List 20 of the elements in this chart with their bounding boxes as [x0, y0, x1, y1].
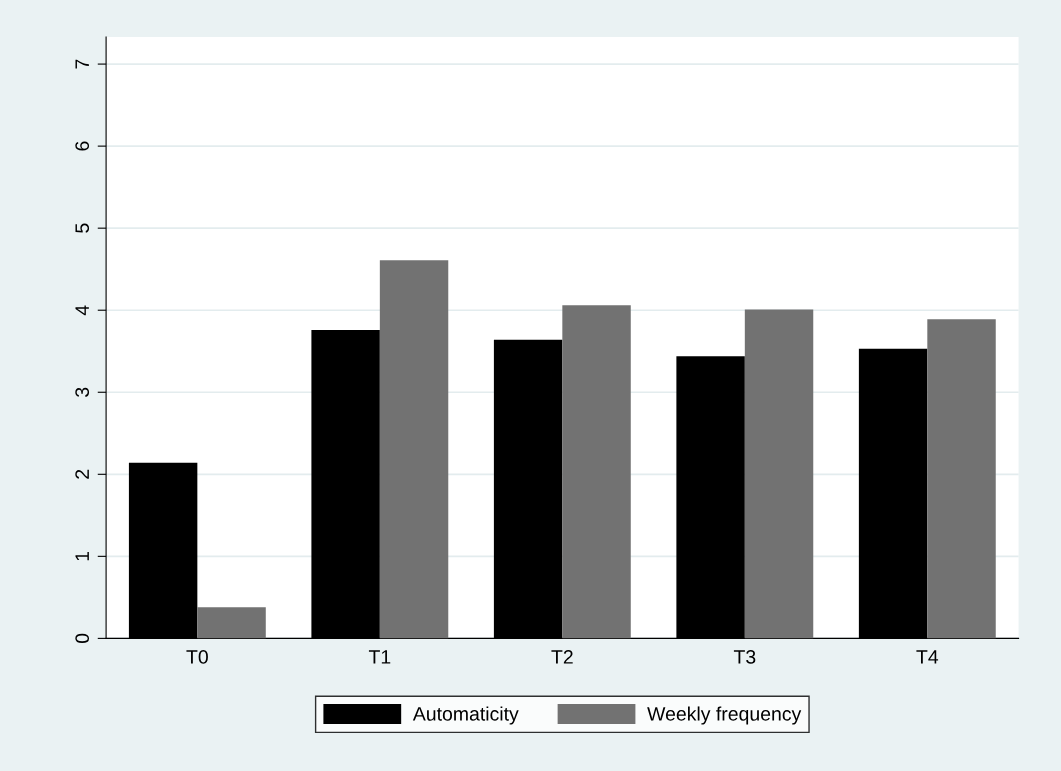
bar	[744, 309, 814, 639]
x-tick-label: T1	[368, 650, 391, 664]
legend-label: Weekly frequency	[647, 706, 802, 725]
bar	[562, 305, 631, 639]
x-tick-label: T3	[733, 650, 756, 664]
y-tick-label: 3	[75, 387, 90, 397]
x-tick-label: T2	[551, 650, 573, 664]
bar	[197, 607, 266, 639]
bar	[379, 260, 449, 639]
y-tick-label: 1	[75, 551, 89, 561]
bar	[927, 319, 996, 639]
y-tick-label: 6	[75, 141, 90, 151]
y-tick-label: 0	[75, 633, 90, 644]
x-tick-label: T4	[916, 650, 939, 664]
legend-label: Automaticity	[412, 706, 519, 725]
x-tick-label: T0	[186, 650, 208, 664]
y-tick-label: 2	[75, 469, 89, 479]
y-tick-label: 5	[75, 223, 90, 233]
y-tick-label: 7	[75, 59, 89, 69]
y-tick-label: 4	[75, 305, 89, 316]
